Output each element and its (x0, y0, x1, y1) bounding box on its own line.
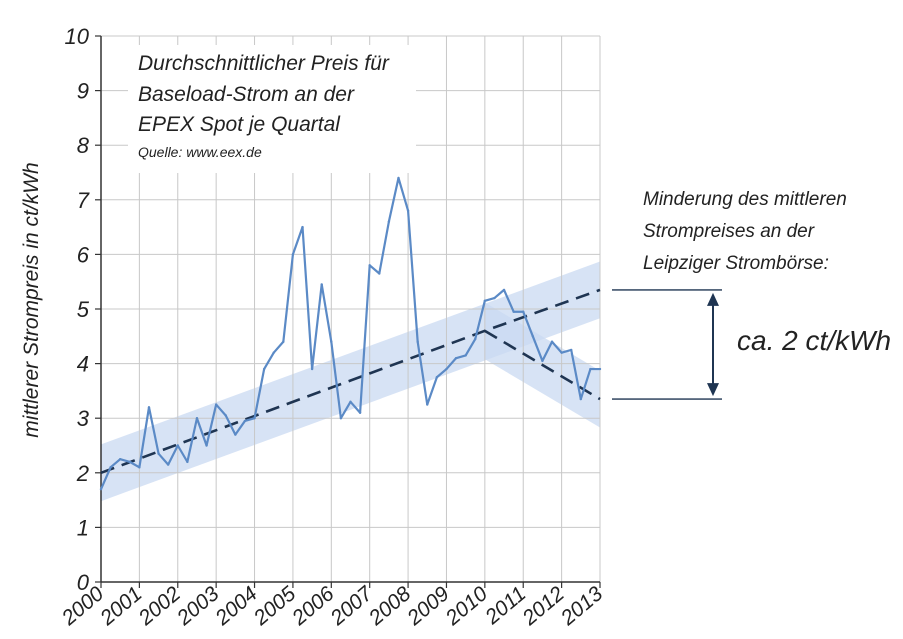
price-point (368, 264, 371, 267)
price-point (378, 272, 381, 275)
y-tick-label: 9 (77, 79, 89, 104)
price-point (397, 176, 400, 180)
y-tick-labels: 0 1 2 3 4 5 6 7 8 9 10 (65, 24, 90, 595)
y-tick-label: 10 (65, 24, 90, 49)
price-point (531, 335, 535, 338)
price-point (234, 433, 237, 436)
price-point (224, 414, 227, 417)
annotation: Minderung des mittleren Strompreises an … (612, 189, 891, 400)
price-point (406, 209, 410, 212)
price-point (176, 444, 179, 447)
trend-lines (100, 288, 601, 475)
x-tick-label: 2002 (134, 582, 186, 630)
price-point (464, 354, 467, 357)
price-point (118, 457, 122, 461)
y-tick-label: 5 (77, 297, 90, 322)
price-point (330, 340, 333, 343)
x-tick-label: 2012 (517, 582, 569, 630)
price-point (320, 283, 323, 286)
price-point (589, 367, 592, 371)
y-tick-label: 7 (77, 188, 90, 213)
price-series (99, 176, 602, 491)
price-point (128, 460, 131, 464)
price-point (445, 367, 448, 371)
axes (95, 35, 601, 588)
price-point (195, 417, 199, 420)
x-tick-label: 2007 (326, 581, 378, 630)
bracket-arrow-down-head (707, 383, 719, 397)
chart-title: Durchschnittlicher Preis für Baseload-St… (138, 52, 390, 160)
price-point (541, 359, 544, 363)
price-point (157, 452, 160, 455)
price-point (349, 400, 352, 404)
price-point (493, 296, 496, 300)
price-point (272, 351, 275, 354)
reduction-bracket (612, 289, 722, 400)
y-tick-label: 6 (77, 242, 90, 267)
title-line-2: Baseload-Strom an der (138, 83, 355, 106)
source-label: Quelle: www.eex.de (138, 144, 262, 160)
price-point (579, 397, 583, 401)
price-point (387, 220, 391, 223)
y-tick-label: 1 (77, 515, 89, 540)
trend-line-2 (484, 329, 601, 401)
price-point (522, 310, 525, 313)
price-point (550, 340, 554, 343)
price-point (186, 460, 189, 464)
price-point (435, 376, 439, 379)
price-point (214, 403, 218, 406)
y-tick-label: 3 (77, 406, 90, 431)
price-point (426, 403, 429, 406)
y-tick-label: 4 (77, 352, 89, 377)
y-axis-label: mittlerer Strompreis in ct/kWh (20, 162, 43, 437)
title-background (128, 45, 416, 173)
price-point (301, 225, 304, 229)
price-point (454, 356, 458, 360)
x-tick-label: 2004 (210, 582, 261, 630)
price-point (291, 253, 295, 256)
annotation-line-3: Leipziger Strombörse: (643, 253, 829, 274)
price-point (358, 411, 362, 414)
x-tick-label: 2011 (480, 582, 530, 629)
y-tick-label: 8 (77, 133, 90, 158)
price-point (598, 367, 602, 371)
title-line-3: EPEX Spot je Quartal (138, 113, 341, 136)
x-tick-label: 2013 (556, 582, 608, 630)
x-tick-label: 2003 (172, 582, 224, 630)
x-tick-labels: 2000200120022003200420052006200720082009… (57, 581, 608, 630)
price-point (99, 487, 103, 491)
price-point (339, 417, 343, 420)
price-point (253, 417, 256, 420)
price-point (512, 310, 515, 313)
price-point (243, 419, 247, 423)
price-point (166, 463, 170, 466)
price-point (416, 340, 419, 343)
y-tick-label: 0 (77, 570, 90, 595)
price-point (310, 367, 314, 371)
reduction-value-label: ca. 2 ct/kWh (737, 325, 891, 356)
title-line-1: Durchschnittlicher Preis für (138, 52, 390, 75)
x-tick-label: 2009 (402, 582, 454, 630)
annotation-line-2: Strompreises an der (643, 221, 815, 242)
y-tick-label: 2 (76, 461, 89, 486)
price-point (138, 466, 141, 469)
x-tick-label: 2005 (249, 582, 301, 630)
x-tick-label: 2001 (95, 582, 146, 630)
price-point (147, 406, 151, 409)
x-tick-label: 2006 (287, 582, 339, 630)
annotation-line-1: Minderung des mittleren (643, 189, 847, 210)
x-tick-label: 2008 (364, 582, 416, 630)
price-point (560, 351, 563, 354)
x-tick-label: 2010 (441, 582, 493, 630)
price-point (262, 367, 266, 371)
bracket-arrow-up-head (707, 292, 719, 306)
price-point (282, 340, 285, 343)
price-point (570, 348, 573, 352)
price-point (502, 288, 506, 292)
price-point (205, 444, 208, 447)
price-point (109, 466, 112, 469)
price-point (474, 337, 477, 341)
price-point (483, 299, 487, 303)
